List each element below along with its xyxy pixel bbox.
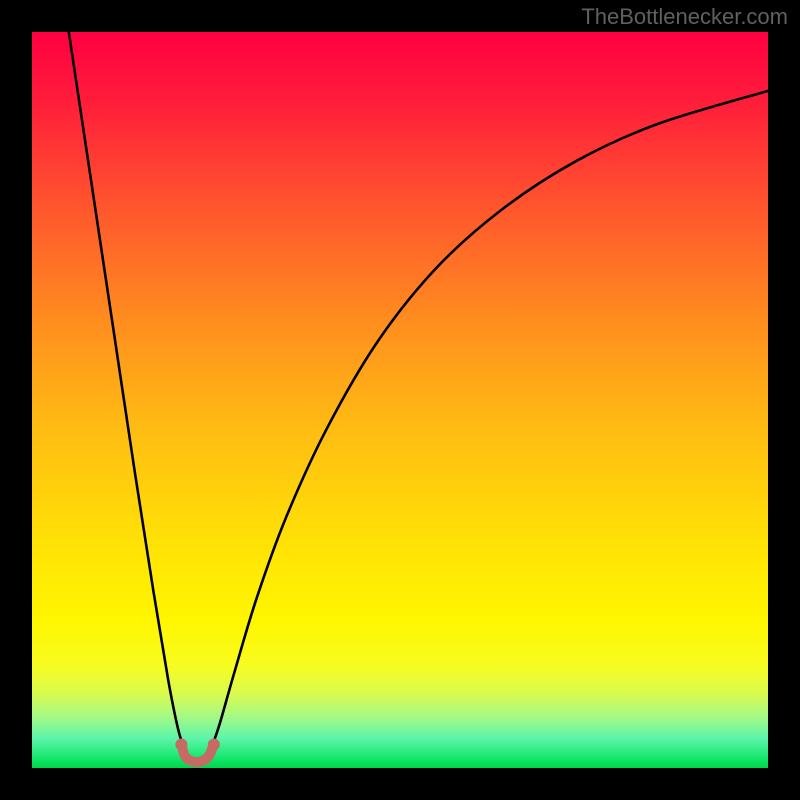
plot-area <box>32 32 768 768</box>
curves-layer <box>32 32 768 768</box>
right-curve <box>211 91 768 750</box>
chart-frame: TheBottlenecker.com <box>0 0 800 800</box>
valley-endpoints <box>175 738 219 750</box>
left-curve <box>69 32 185 750</box>
watermark-text: TheBottlenecker.com <box>581 4 788 30</box>
